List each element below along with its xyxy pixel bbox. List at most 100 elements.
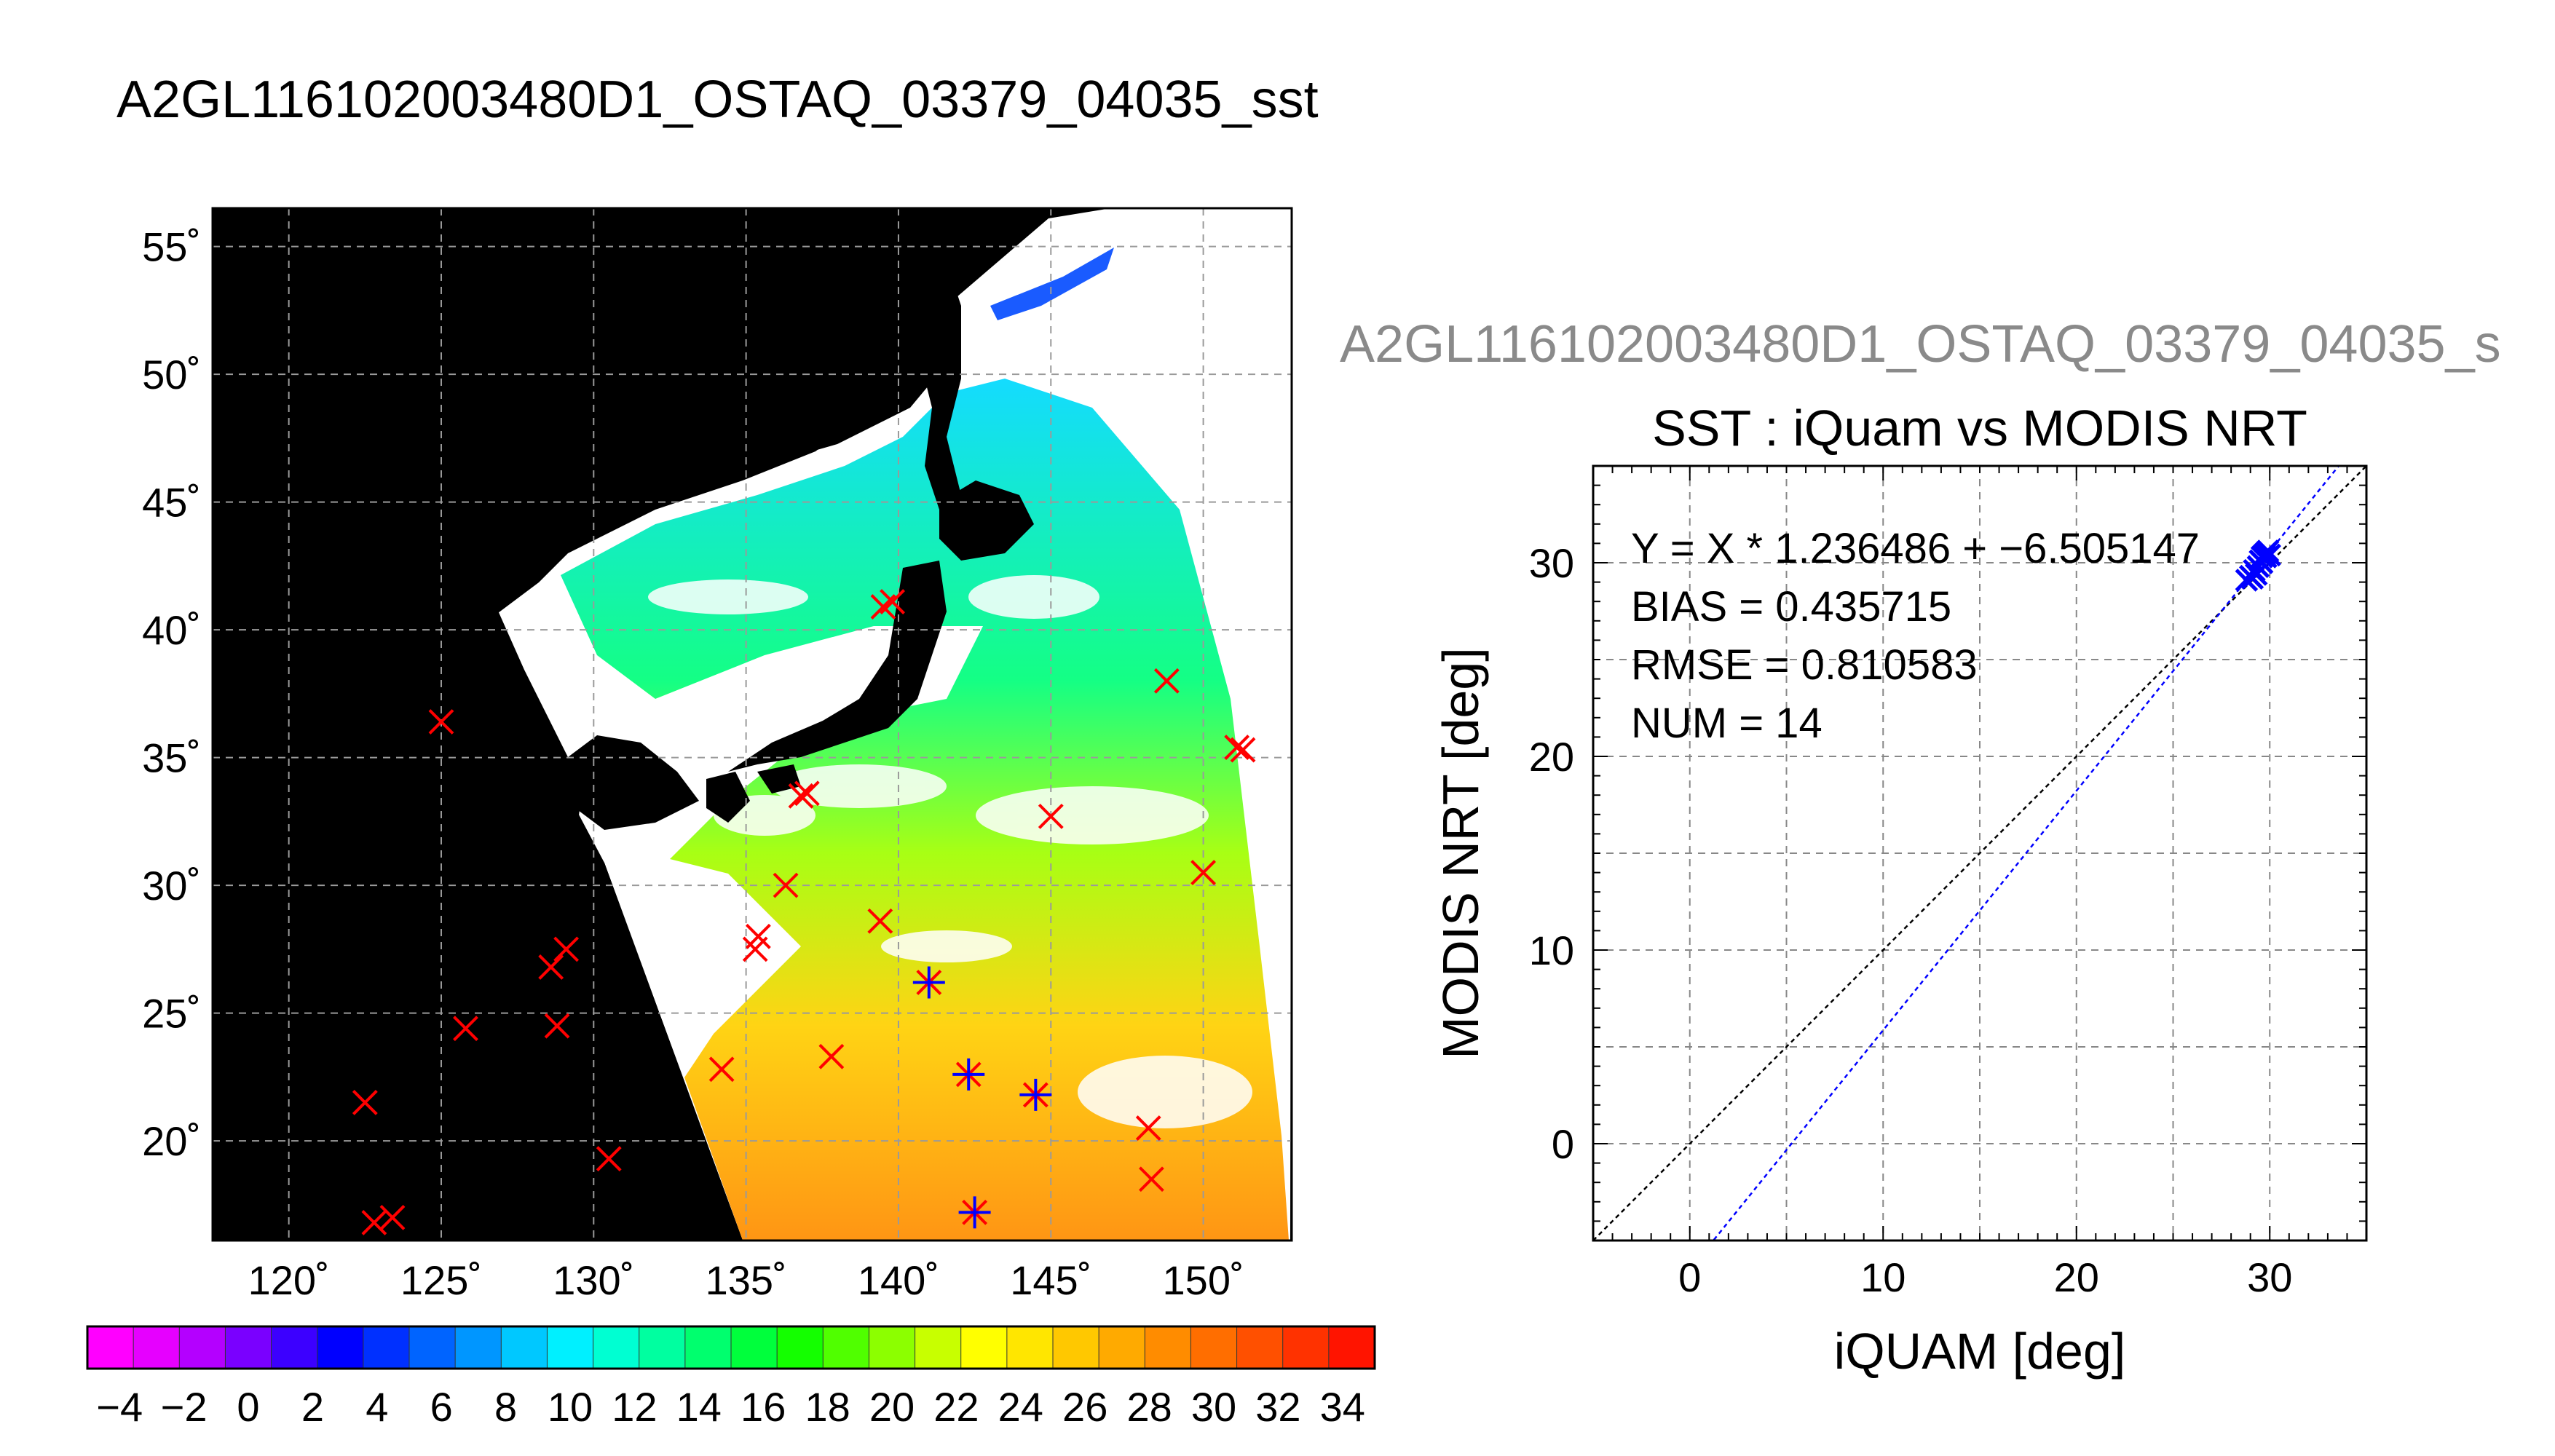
colorbar-tick-label: 32	[1255, 1384, 1300, 1430]
red-marker	[379, 1204, 406, 1230]
colorbar-cell	[133, 1326, 181, 1369]
scatter-ylabel: MODIS NRT [deg]	[1432, 647, 1489, 1059]
colorbar-cell	[363, 1326, 411, 1369]
colorbar-tick-label: 2	[301, 1384, 324, 1430]
red-marker-stroke	[867, 908, 893, 934]
colorbar-cell	[822, 1326, 870, 1369]
map-lat-tick-label: 45˚	[142, 480, 201, 526]
red-marker-stroke	[708, 1056, 735, 1083]
colorbar-tick-label: 34	[1320, 1384, 1365, 1430]
map-lon-tick-label: 140˚	[858, 1257, 939, 1303]
colorbar-cell	[408, 1326, 457, 1369]
scatter-xtick-label: 30	[2247, 1254, 2292, 1300]
landmass	[213, 208, 1034, 844]
red-marker-stroke	[544, 1013, 570, 1039]
colorbar-cell	[1236, 1326, 1284, 1369]
red-marker	[1224, 735, 1250, 761]
colorbar-cell	[1098, 1326, 1146, 1369]
map-lat-ticks: 55˚ 50˚ 45˚ 40˚ 35˚ 30˚ 25˚ 20˚	[142, 224, 201, 1164]
colorbar-cell	[684, 1326, 732, 1369]
cold-sst-patch	[990, 248, 1114, 320]
colorbar-cell	[546, 1326, 594, 1369]
red-marker-stroke	[453, 1016, 478, 1042]
red-marker-stroke	[1139, 1166, 1164, 1192]
colorbar-frame	[86, 1325, 1376, 1370]
scatter-point-stroke	[2244, 563, 2268, 586]
red-marker	[544, 1013, 570, 1039]
colorbar-cell	[271, 1326, 318, 1369]
scatter-file-label: A2GL116102003480D1_OSTAQ_03379_04035_s	[1340, 315, 2501, 373]
colorbar-tick-label: 28	[1126, 1384, 1172, 1430]
scatter-xtick-label: 10	[1860, 1254, 1906, 1300]
colorbar-cell	[1282, 1326, 1330, 1369]
colorbar: −4 −2 0 2 4 6 8 10 12 14 16 18 20 22 24 26 28 30 32 34	[86, 1325, 1376, 1430]
colorbar-tick-label: 14	[676, 1384, 722, 1430]
red-marker-stroke	[1190, 860, 1217, 885]
map-lon-tick-label: 150˚	[1163, 1257, 1244, 1303]
scatter-title: SST : iQuam vs MODIS NRT	[1652, 400, 2307, 456]
colorbar-cell	[454, 1326, 502, 1369]
red-marker	[361, 1210, 387, 1235]
colorbar-cell	[593, 1326, 640, 1369]
scatter-point	[2244, 563, 2268, 586]
colorbar-cell	[1052, 1326, 1100, 1369]
scatter-xlabel: iQUAM [deg]	[1834, 1323, 2126, 1380]
red-marker-stroke	[880, 589, 905, 614]
scatter-points	[2235, 539, 2282, 592]
scatter-stat-line: NUM = 14	[1631, 700, 1823, 747]
red-marker	[1038, 803, 1064, 829]
colorbar-cell	[1190, 1326, 1238, 1369]
scatter-xtick-label: 0	[1678, 1254, 1701, 1300]
map-lat-tick-label: 20˚	[142, 1118, 201, 1164]
red-marker-stroke	[1153, 668, 1180, 694]
colorbar-cell	[178, 1326, 226, 1369]
red-marker-stroke	[1224, 735, 1250, 761]
red-marker	[352, 1090, 378, 1115]
colorbar-cell	[730, 1326, 778, 1369]
scatter-xticks: 0 10 20 30	[1678, 1254, 2292, 1300]
red-marker-stroke	[428, 709, 454, 735]
red-marker	[818, 1043, 845, 1069]
map-lon-ticks: 120˚ 125˚ 130˚ 135˚ 140˚ 145˚ 150˚	[248, 1257, 1244, 1303]
colorbar-tick-label: 30	[1191, 1384, 1236, 1430]
red-marker	[538, 954, 564, 980]
scatter-minor-ticks	[1592, 465, 2367, 1241]
red-marker-stroke	[352, 1090, 378, 1115]
scatter-point	[2250, 551, 2274, 574]
colorbar-tick-label: 20	[869, 1384, 915, 1430]
scatter-stats: Y = X * 1.236486 + −6.505147 BIAS = 0.435…	[1631, 525, 2200, 747]
map-lon-tick-label: 125˚	[400, 1257, 482, 1303]
red-marker	[708, 1056, 735, 1083]
colorbar-tick-label: 4	[366, 1384, 388, 1430]
red-marker-stroke	[553, 936, 580, 962]
map-lon-tick-label: 120˚	[248, 1257, 330, 1303]
colorbar-cells	[87, 1326, 1376, 1369]
colorbar-tick-label: 26	[1062, 1384, 1107, 1430]
matchup-blue-star	[1019, 1078, 1052, 1111]
red-marker	[773, 872, 799, 898]
red-marker-stroke	[596, 1146, 622, 1172]
colorbar-cell	[639, 1326, 686, 1369]
colorbar-tick-label: 18	[805, 1384, 850, 1430]
scatter-stat-line: Y = X * 1.236486 + −6.505147	[1631, 525, 2200, 572]
map-lat-tick-label: 40˚	[142, 607, 201, 653]
colorbar-tick-label: 16	[741, 1384, 786, 1430]
red-marker-stroke	[788, 783, 814, 809]
colorbar-cell	[776, 1326, 824, 1369]
colorbar-cell	[1144, 1326, 1192, 1369]
map-lat-tick-label: 30˚	[142, 863, 201, 909]
red-marker-stroke	[1135, 1115, 1161, 1141]
red-marker	[745, 923, 771, 949]
red-marker-stroke	[538, 954, 564, 980]
map-gridlines	[213, 208, 1292, 1241]
matchup-blue-star	[952, 1058, 985, 1091]
scatter-ytick-label: 0	[1552, 1121, 1574, 1167]
red-marker	[596, 1146, 622, 1172]
red-marker	[1153, 668, 1180, 694]
red-marker-stroke	[379, 1204, 406, 1230]
red-marker	[1135, 1115, 1161, 1141]
colorbar-tick-label: −2	[161, 1384, 208, 1430]
scatter-xtick-label: 20	[2054, 1254, 2099, 1300]
map-lon-tick-label: 130˚	[553, 1257, 634, 1303]
colorbar-cell	[868, 1326, 916, 1369]
